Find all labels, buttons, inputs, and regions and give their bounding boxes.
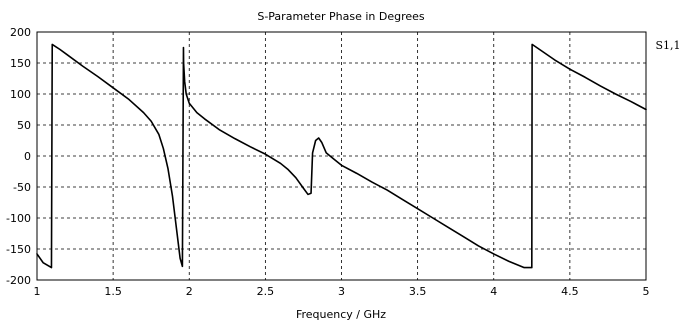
x-tick-label: 5	[643, 285, 650, 298]
x-tick-label: 2	[186, 285, 193, 298]
series-layer	[36, 43, 647, 269]
y-tick-label: -200	[6, 274, 31, 287]
x-tick-label: 3	[338, 285, 345, 298]
y-tick-label: 150	[10, 57, 31, 70]
x-tick-label: 4	[490, 285, 497, 298]
x-tick-label: 1.5	[104, 285, 122, 298]
grid-layer	[37, 32, 646, 280]
y-tick-label: 200	[10, 26, 31, 39]
y-tick-label: -100	[6, 212, 31, 225]
y-tick-label: -150	[6, 243, 31, 256]
plot-frame	[36, 31, 647, 281]
chart-title: S-Parameter Phase in Degrees	[257, 10, 425, 23]
legend-label: S1,1	[655, 39, 680, 52]
x-tick-label: 3.5	[409, 285, 427, 298]
y-tick-label: 50	[17, 119, 31, 132]
y-tick-label: 100	[10, 88, 31, 101]
y-tick-labels: 200 150 100 50 0 -50 -100 -150 -200	[6, 26, 31, 287]
x-tick-label: 1	[34, 285, 41, 298]
x-tick-label: 4.5	[561, 285, 579, 298]
series-line-s11	[36, 43, 647, 269]
y-tick-label: 0	[24, 150, 31, 163]
y-tick-label: -50	[13, 181, 31, 194]
x-axis-label: Frequency / GHz	[296, 308, 386, 321]
x-tick-labels: 1 1.5 2 2.5 3 3.5 4 4.5 5	[34, 285, 650, 298]
x-tick-label: 2.5	[257, 285, 275, 298]
